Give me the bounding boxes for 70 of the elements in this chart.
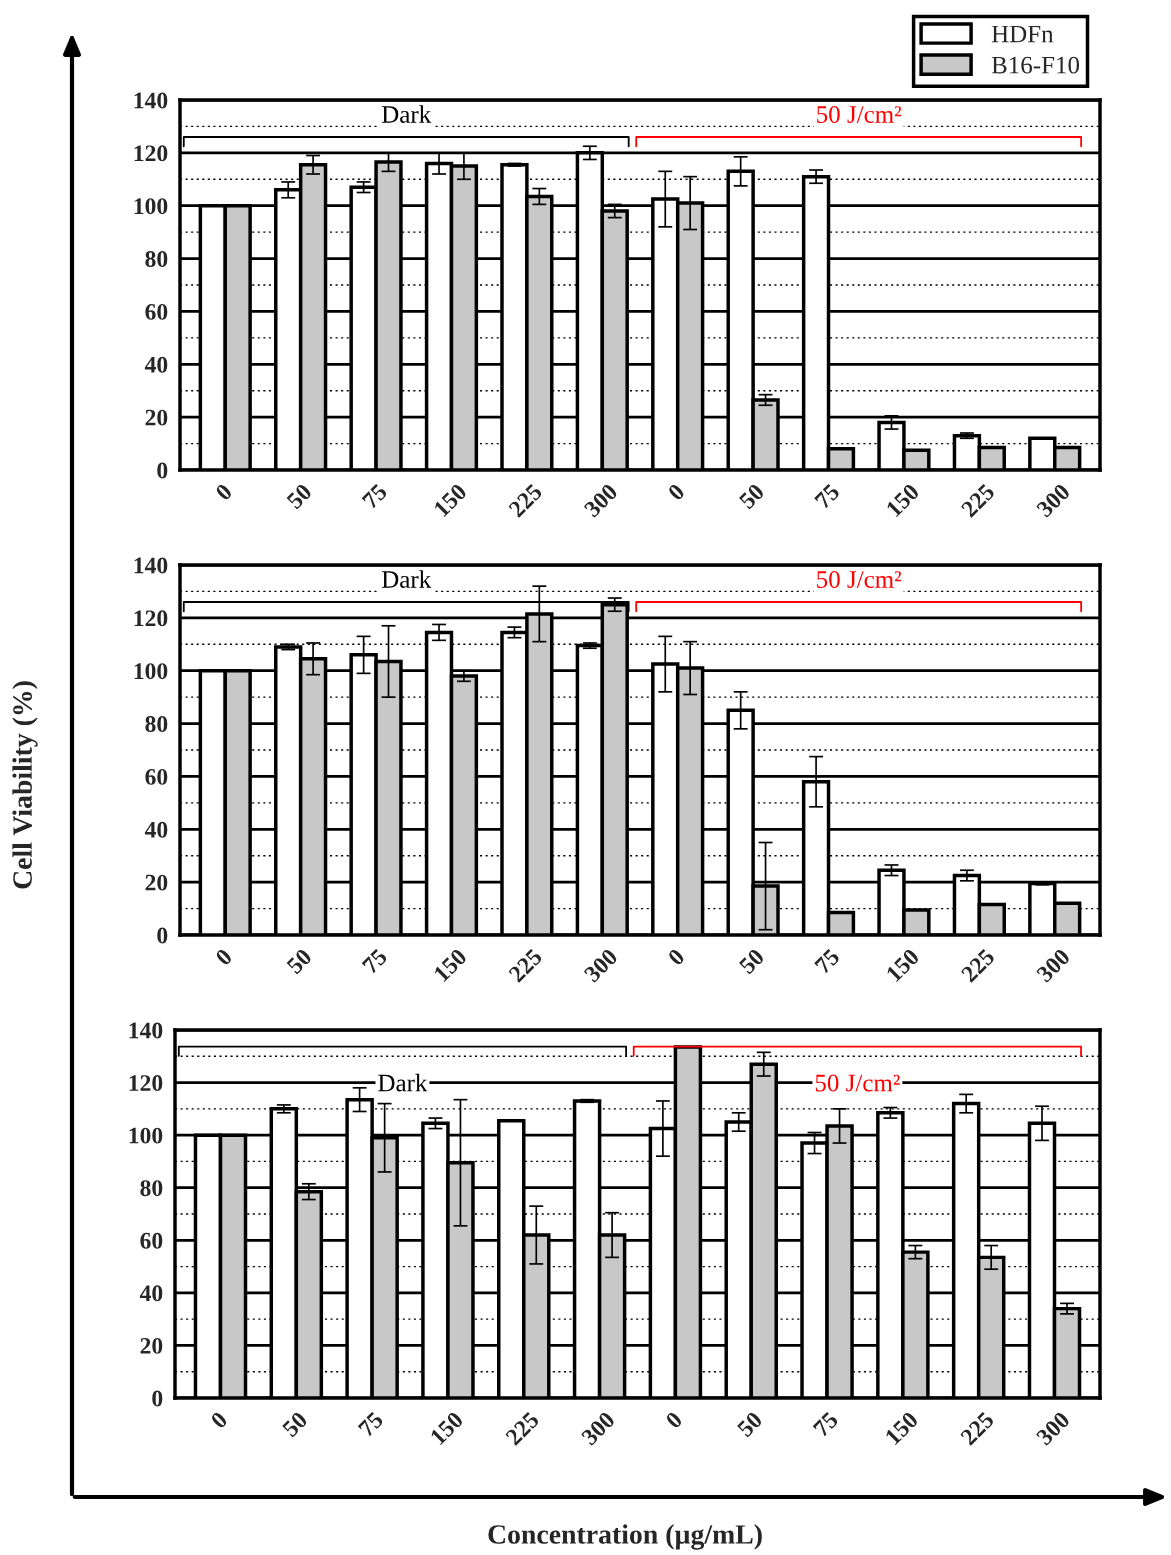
y-tick-label: 40 [139, 1285, 163, 1302]
y-tick-label: 40 [144, 821, 168, 838]
y-tick-label: 100 [129, 1127, 163, 1144]
x-tick-label: 75 [814, 948, 841, 975]
x-tick-label: 50 [738, 482, 766, 510]
x-tick-label: 75 [814, 483, 841, 510]
y-tick-label: 120 [129, 1075, 163, 1091]
y-tick-label: 0 [157, 927, 168, 944]
x-tick-label: 300 [580, 1410, 616, 1446]
y-tick-label: 120 [134, 145, 168, 162]
x-tick-label: 50 [285, 482, 313, 510]
annotation: Dark [378, 1073, 428, 1092]
x-tick-label: 300 [1035, 1410, 1071, 1446]
x-tick-label: 50 [738, 947, 766, 975]
y-tick-label: 20 [145, 409, 168, 426]
x-tick-label: 225 [508, 947, 543, 983]
y-tick-label: 0 [157, 462, 168, 479]
y-tick-label: 80 [145, 251, 168, 267]
x-tick-label: 225 [508, 482, 543, 518]
x-tick-label: 0 [209, 1410, 229, 1430]
y-tick-label: 60 [145, 768, 168, 785]
x-tick-label: 75 [812, 1411, 839, 1438]
x-tick-label: 75 [361, 948, 388, 975]
x-tick-label: 0 [664, 1410, 684, 1430]
x-tick-label: 300 [583, 482, 619, 518]
x-tick-label: 150 [884, 1410, 919, 1446]
x-tick-label: 300 [583, 947, 619, 983]
y-axis-title: Cell Viability (%) [12, 681, 38, 889]
y-tick-label: 100 [134, 663, 168, 680]
x-tick-label: 150 [885, 482, 920, 518]
x-tick-label: 150 [433, 482, 468, 518]
annotation: Dark [381, 570, 432, 588]
y-tick-label: 80 [145, 716, 168, 732]
x-tick-label: 225 [504, 1410, 540, 1446]
x-tick-label: 0 [214, 482, 233, 502]
x-tick-label: 225 [959, 1410, 995, 1446]
x-tick-label: 150 [429, 1410, 465, 1446]
x-tick-label: 150 [433, 947, 468, 983]
y-tick-label: 140 [134, 92, 168, 109]
y-tick-label: 120 [134, 610, 168, 627]
x-axis-title: Concentration (µg/mL) [488, 1524, 762, 1550]
y-tick-label: 40 [144, 356, 168, 373]
x-tick-label: 50 [285, 947, 313, 975]
legend-label: HDFn [991, 25, 1054, 43]
y-tick-label: 100 [134, 198, 168, 215]
y-tick-label: 80 [140, 1180, 163, 1197]
y-tick-label: 140 [134, 557, 168, 574]
x-tick-label: 75 [361, 483, 388, 510]
annotation: 50 J/cm² [817, 106, 902, 123]
y-tick-label: 20 [145, 874, 168, 891]
x-tick-label: 300 [1035, 482, 1071, 518]
legend-label: B16-F10 [991, 56, 1080, 74]
x-tick-label: 300 [1035, 947, 1071, 983]
y-tick-label: 0 [152, 1390, 163, 1407]
y-tick-label: 60 [140, 1232, 163, 1249]
x-tick-label: 225 [960, 947, 996, 983]
annotation: 50 J/cm² [815, 1074, 900, 1092]
x-tick-label: 0 [667, 947, 686, 967]
annotation: Dark [381, 105, 432, 123]
x-tick-label: 0 [667, 482, 686, 502]
annotation: 50 J/cm² [817, 571, 902, 588]
y-tick-label: 60 [145, 303, 168, 320]
x-tick-label: 50 [281, 1410, 309, 1438]
x-tick-label: 225 [960, 482, 996, 518]
y-tick-label: 20 [140, 1337, 163, 1354]
x-tick-label: 150 [885, 947, 920, 983]
x-tick-label: 0 [214, 947, 233, 967]
y-tick-label: 140 [129, 1022, 163, 1039]
x-tick-label: 75 [357, 1411, 385, 1438]
x-tick-label: 50 [736, 1410, 764, 1438]
